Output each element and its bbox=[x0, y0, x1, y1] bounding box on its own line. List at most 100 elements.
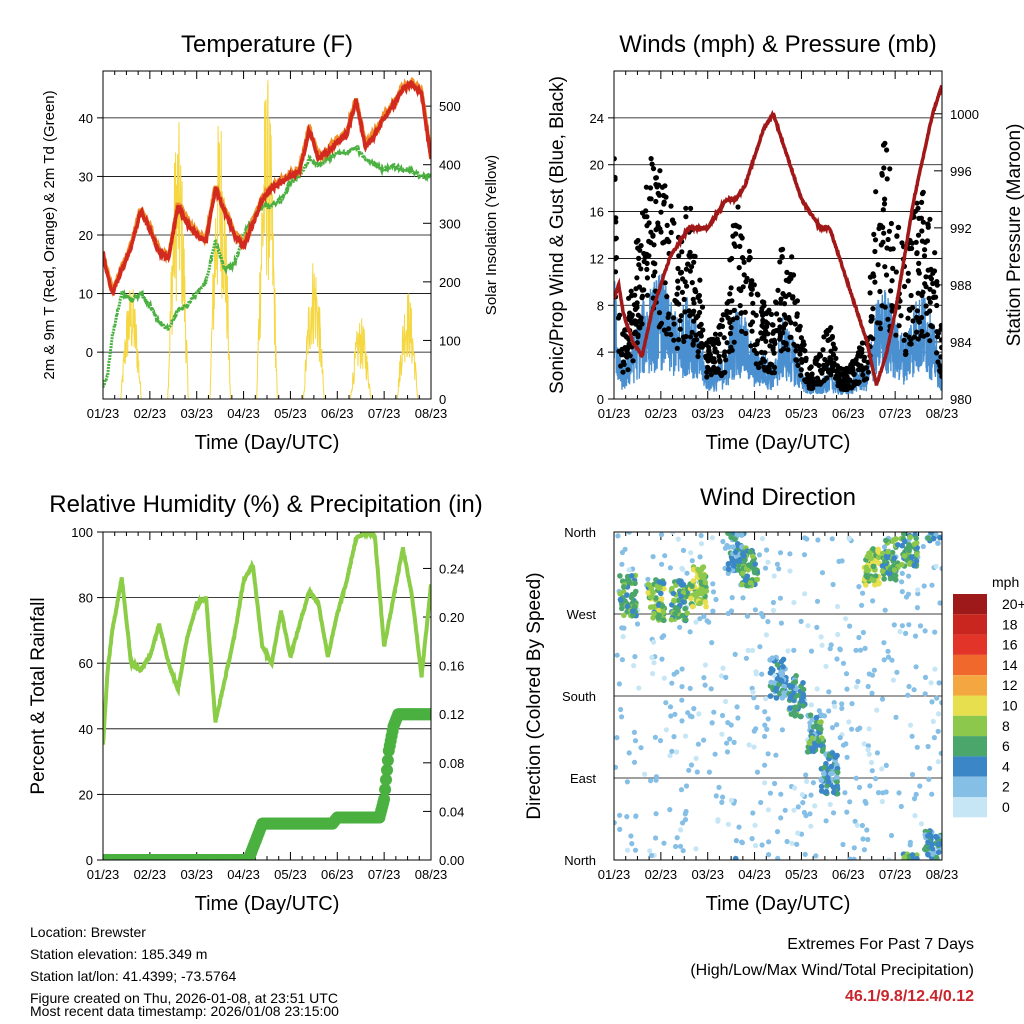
direction-ytick-label: North bbox=[564, 525, 596, 540]
direction-point bbox=[792, 704, 798, 711]
legend-label: 10 bbox=[1002, 698, 1018, 714]
gust-point bbox=[808, 364, 814, 370]
direction-point bbox=[702, 682, 708, 688]
winds-ytick-label: 20 bbox=[590, 158, 604, 173]
direction-point bbox=[702, 599, 709, 605]
info-created: Figure created on Thu, 2026-01-08, at 23… bbox=[30, 990, 338, 1006]
winds-y2tick-label: 1000 bbox=[950, 107, 979, 122]
direction-point bbox=[710, 608, 716, 614]
humidity-y2tick-label: 0.04 bbox=[439, 804, 464, 819]
legend-label: 12 bbox=[1002, 677, 1018, 693]
gust-point bbox=[777, 259, 783, 265]
direction-point bbox=[678, 593, 684, 600]
direction-point bbox=[661, 675, 667, 681]
gust-point bbox=[934, 302, 940, 309]
direction-point bbox=[684, 610, 690, 616]
gust-point bbox=[827, 355, 833, 361]
direction-point bbox=[701, 613, 707, 620]
gust-point bbox=[731, 307, 737, 313]
direction-point bbox=[710, 589, 717, 595]
direction-point bbox=[906, 541, 912, 548]
direction-point bbox=[751, 569, 758, 576]
gust-point bbox=[859, 340, 866, 346]
gust-point bbox=[939, 337, 942, 343]
direction-point bbox=[840, 742, 847, 748]
gust-point bbox=[914, 308, 921, 314]
gust-point bbox=[620, 359, 627, 365]
winds-ylabel: Sonic/Prop Wind & Gust (Blue, Black) bbox=[547, 76, 568, 394]
gust-point bbox=[614, 156, 617, 162]
winds-xtick-label: 06/23 bbox=[832, 406, 865, 421]
gust-point bbox=[795, 343, 801, 349]
gust-point bbox=[877, 288, 883, 295]
direction-point bbox=[632, 654, 638, 660]
gust-point bbox=[770, 322, 776, 328]
gust-point bbox=[661, 239, 668, 245]
direction-point bbox=[935, 849, 942, 856]
direction-point bbox=[756, 552, 763, 558]
direction-point bbox=[849, 726, 855, 732]
gust-point bbox=[749, 286, 755, 292]
direction-point bbox=[619, 549, 626, 556]
gust-point bbox=[915, 268, 922, 274]
gust-point bbox=[843, 378, 849, 384]
legend-label: 4 bbox=[1002, 758, 1010, 774]
direction-point bbox=[926, 776, 932, 782]
gust-point bbox=[821, 334, 827, 340]
gust-point bbox=[691, 318, 697, 324]
direction-point bbox=[680, 581, 687, 588]
direction-point bbox=[631, 603, 638, 610]
direction-point bbox=[859, 602, 865, 608]
direction-point bbox=[913, 535, 919, 541]
direction-point bbox=[873, 776, 879, 782]
direction-point bbox=[759, 671, 765, 677]
direction-point bbox=[816, 719, 823, 726]
gust-point bbox=[648, 229, 654, 235]
gust-point bbox=[670, 315, 677, 321]
direction-point bbox=[667, 807, 673, 813]
direction-point bbox=[752, 561, 758, 567]
direction-point bbox=[660, 617, 667, 623]
direction-point bbox=[626, 750, 632, 756]
gust-point bbox=[682, 309, 688, 315]
direction-point bbox=[828, 763, 834, 770]
gust-point bbox=[777, 317, 783, 323]
direction-point bbox=[922, 628, 928, 634]
direction-point bbox=[616, 681, 623, 687]
direction-point bbox=[679, 612, 686, 619]
gust-point bbox=[812, 358, 818, 364]
gust-point bbox=[747, 322, 754, 328]
gust-point bbox=[695, 313, 701, 319]
direction-point bbox=[680, 599, 686, 605]
gust-point bbox=[691, 338, 697, 344]
gust-point bbox=[662, 280, 668, 286]
gust-point bbox=[655, 190, 661, 196]
direction-point bbox=[709, 535, 716, 541]
direction-point bbox=[869, 690, 875, 696]
solar-insolation-line bbox=[396, 293, 419, 399]
direction-point bbox=[829, 536, 835, 542]
direction-point bbox=[652, 734, 659, 740]
gust-point bbox=[664, 331, 670, 337]
gust-point bbox=[870, 306, 876, 312]
gust-point bbox=[837, 379, 843, 385]
gust-point bbox=[636, 255, 642, 261]
direction-point bbox=[725, 566, 732, 573]
direction-point bbox=[897, 629, 903, 635]
direction-point bbox=[928, 532, 934, 536]
direction-point bbox=[906, 573, 912, 579]
direction-point bbox=[903, 594, 910, 600]
direction-point bbox=[847, 856, 853, 860]
temperature-y2tick-label: 400 bbox=[439, 158, 461, 173]
gust-point bbox=[726, 298, 732, 305]
gust-point bbox=[657, 168, 663, 174]
direction-point bbox=[933, 563, 939, 569]
direction-point bbox=[834, 765, 841, 772]
direction-point bbox=[853, 684, 859, 690]
direction-point bbox=[656, 584, 663, 591]
direction-point bbox=[692, 590, 699, 597]
direction-point bbox=[851, 856, 857, 860]
precip-point bbox=[381, 764, 393, 777]
direction-point bbox=[896, 790, 902, 796]
gust-point bbox=[887, 246, 894, 252]
